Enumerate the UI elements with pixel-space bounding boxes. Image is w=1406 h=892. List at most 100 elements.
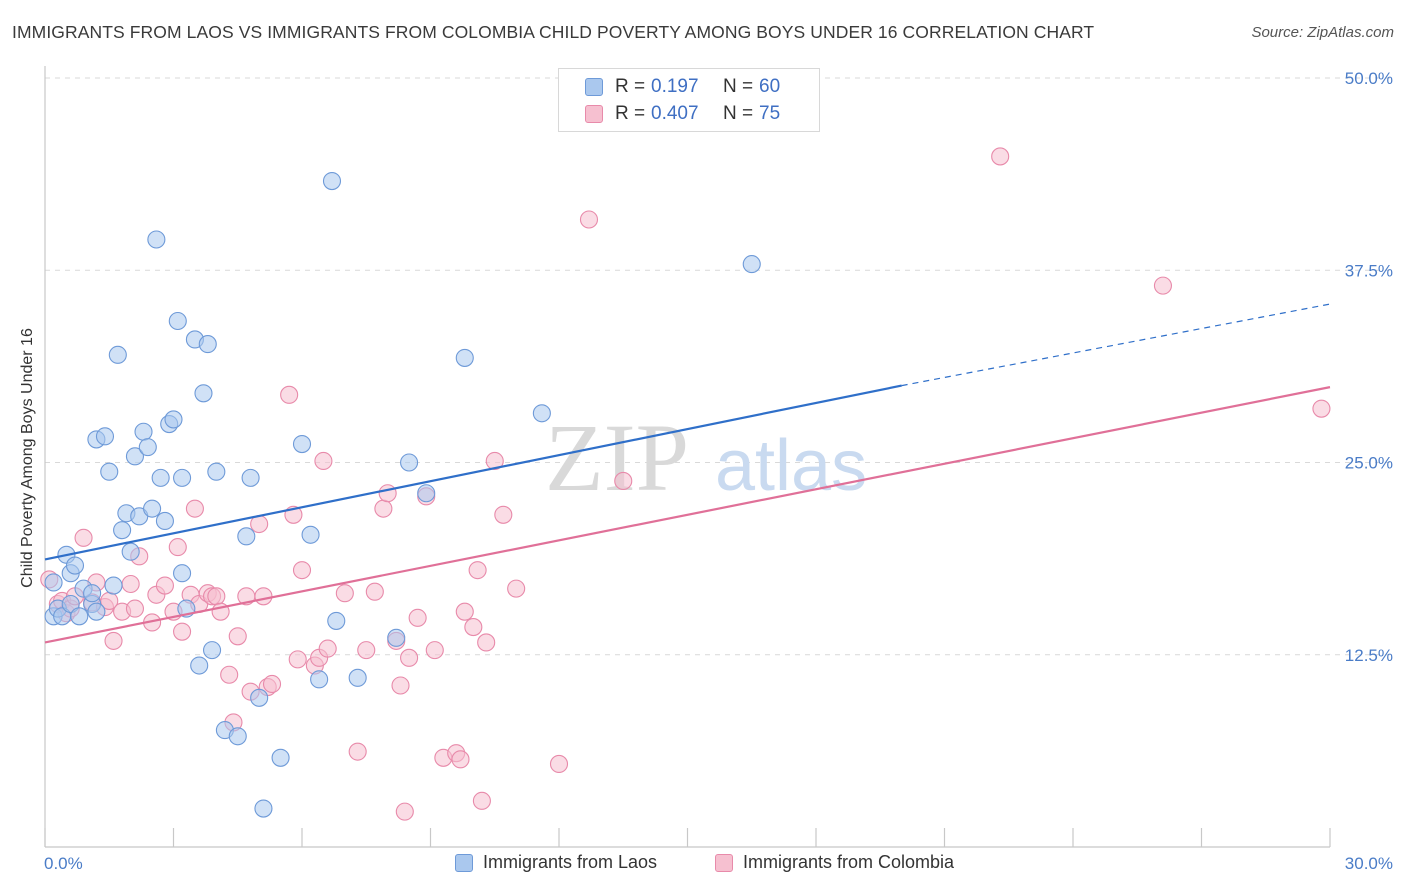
laos-point bbox=[173, 468, 192, 487]
colombia-point bbox=[991, 147, 1010, 166]
laos-point bbox=[134, 422, 153, 441]
trend-line-laos bbox=[44, 384, 902, 561]
laos-point bbox=[173, 564, 192, 583]
laos-point bbox=[455, 348, 474, 367]
r-value-laos: 0.197 bbox=[651, 76, 699, 97]
laos-point bbox=[87, 602, 106, 621]
colombia-point bbox=[391, 676, 410, 695]
colombia-point bbox=[485, 451, 504, 471]
laos-point bbox=[138, 438, 157, 457]
grid-lines bbox=[45, 77, 1393, 656]
colombia-point bbox=[579, 210, 599, 229]
colombia-point bbox=[395, 802, 414, 821]
stats-row-laos: R = 0.197 N = 60 bbox=[585, 74, 780, 100]
colombia-point bbox=[318, 639, 337, 658]
colombia-point bbox=[1153, 276, 1172, 295]
colombia-point bbox=[348, 742, 367, 761]
laos-point bbox=[250, 688, 269, 707]
laos-point bbox=[143, 499, 162, 518]
laos-point bbox=[95, 427, 115, 446]
n-label: N = bbox=[723, 103, 754, 124]
colombia-point bbox=[472, 791, 491, 810]
y-tick-label: 25.0% bbox=[1345, 454, 1393, 473]
laos-point bbox=[228, 727, 247, 746]
colombia-point bbox=[468, 561, 487, 580]
laos-point bbox=[271, 748, 290, 767]
y-tick-labels: 12.5% 25.0% 37.5% 50.0% bbox=[1345, 69, 1393, 665]
legend-item-colombia[interactable]: Immigrants from Colombia bbox=[715, 852, 954, 873]
laos-point bbox=[322, 171, 342, 191]
laos-point bbox=[164, 410, 183, 429]
r-value-colombia: 0.407 bbox=[651, 103, 699, 124]
laos-point bbox=[113, 521, 132, 540]
laos-point bbox=[121, 542, 140, 561]
colombia-point bbox=[365, 582, 384, 601]
laos-point bbox=[301, 525, 320, 544]
laos-point bbox=[198, 335, 217, 354]
colombia-point bbox=[220, 665, 239, 684]
trend-lines bbox=[44, 303, 1331, 644]
colombia-point bbox=[451, 750, 470, 769]
laos-point bbox=[168, 311, 187, 331]
laos-point bbox=[207, 462, 226, 481]
trend-line-colombia bbox=[44, 386, 1331, 644]
colombia-point bbox=[400, 648, 419, 667]
legend-swatch-laos bbox=[455, 853, 473, 872]
x-tick-label-min: 0.0% bbox=[44, 854, 83, 873]
laos-point bbox=[151, 468, 170, 487]
r-label: R = bbox=[615, 76, 646, 97]
colombia-point bbox=[614, 471, 633, 491]
colombia-swatch bbox=[585, 105, 603, 123]
colombia-point bbox=[314, 451, 333, 471]
colombia-point bbox=[155, 576, 174, 595]
laos-point bbox=[147, 230, 166, 249]
colombia-point bbox=[262, 674, 282, 694]
colombia-point bbox=[335, 584, 354, 603]
laos-point bbox=[70, 607, 89, 626]
colombia-point bbox=[1312, 399, 1331, 418]
colombia-point bbox=[408, 608, 427, 627]
laos-point bbox=[104, 576, 123, 595]
y-tick-label: 12.5% bbox=[1345, 646, 1393, 665]
laos-point bbox=[292, 434, 312, 454]
legend-label-colombia: Immigrants from Colombia bbox=[743, 852, 955, 872]
colombia-point bbox=[494, 505, 513, 524]
colombia-point bbox=[288, 650, 307, 669]
colombia-point bbox=[374, 499, 393, 518]
colombia-point bbox=[425, 641, 444, 660]
colombia-point bbox=[549, 754, 569, 773]
colombia-point bbox=[507, 579, 526, 598]
x-tick-label-max: 30.0% bbox=[1345, 854, 1393, 873]
n-value-laos: 60 bbox=[759, 76, 781, 97]
colombia-point bbox=[455, 602, 474, 621]
correlation-stats-box: R = 0.197 N = 60 R = 0.407 N = 75 bbox=[558, 68, 820, 132]
y-tick-label: 37.5% bbox=[1345, 261, 1393, 280]
colombia-point bbox=[477, 633, 496, 652]
colombia-point bbox=[357, 641, 376, 660]
colombia-point bbox=[121, 574, 140, 594]
colombia-point bbox=[464, 618, 483, 637]
colombia-point bbox=[125, 599, 144, 618]
r-label: R = bbox=[615, 103, 646, 124]
colombia-point bbox=[254, 587, 273, 606]
legend-swatch-colombia bbox=[715, 853, 733, 872]
laos-point bbox=[194, 384, 213, 403]
colombia-point bbox=[378, 484, 397, 503]
chart-title: IMMIGRANTS FROM LAOS VS IMMIGRANTS FROM … bbox=[12, 22, 1095, 42]
axes bbox=[44, 66, 1331, 848]
series-laos-points bbox=[44, 171, 761, 818]
legend-label-laos: Immigrants from Laos bbox=[483, 852, 658, 872]
laos-point bbox=[100, 462, 119, 481]
laos-point bbox=[417, 484, 436, 503]
laos-point bbox=[108, 345, 127, 364]
watermark-zip: ZIP bbox=[545, 404, 689, 511]
legend-item-laos[interactable]: Immigrants from Laos bbox=[455, 852, 657, 873]
colombia-point bbox=[104, 631, 123, 650]
laos-point bbox=[125, 447, 144, 466]
laos-point bbox=[348, 668, 367, 687]
source-credit: Source: ZipAtlas.com bbox=[1251, 24, 1394, 41]
watermark-atlas: atlas bbox=[715, 426, 867, 506]
colombia-point bbox=[292, 561, 312, 580]
laos-point bbox=[254, 799, 273, 818]
laos-point bbox=[155, 511, 174, 530]
